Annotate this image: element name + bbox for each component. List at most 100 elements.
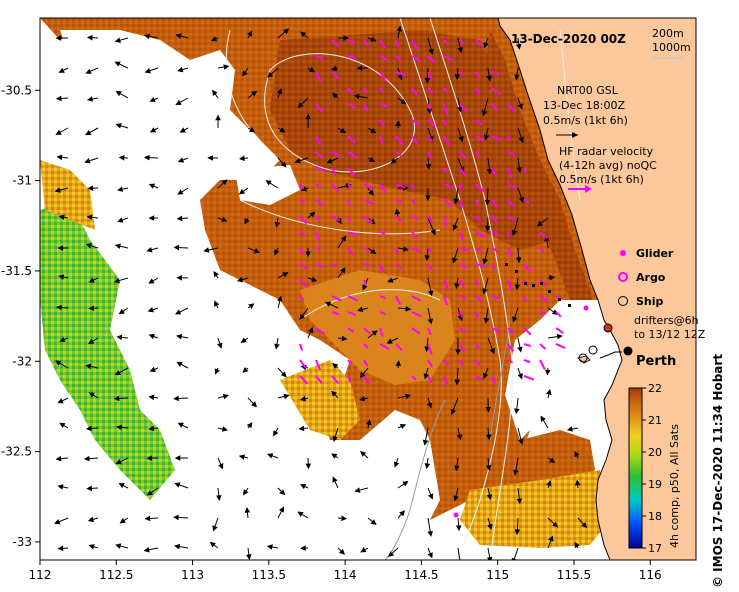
gsl-vector-head: [57, 245, 64, 251]
gsl-vector-head: [455, 349, 461, 356]
gsl-vector-head: [55, 35, 62, 41]
hf-vector: [491, 135, 502, 141]
hf-vector: [347, 295, 359, 302]
shelf-contours: [384, 319, 511, 560]
gsl-vector-head: [297, 511, 304, 517]
hf-vector: [395, 215, 402, 222]
gsl-vector-head: [517, 346, 523, 353]
gsl-vector-head: [279, 127, 286, 133]
gsl-vector-head: [540, 415, 546, 422]
hf-vector: [299, 295, 305, 301]
gsl-vector-head: [516, 43, 522, 50]
hf-vector: [347, 103, 357, 109]
gsl-vector-head: [114, 243, 121, 249]
gsl-vector-head: [214, 368, 220, 375]
hf-vector: [379, 183, 387, 194]
credit-text: © IMOS 17-Dec-2020 11:34 Hobart: [711, 354, 725, 588]
gsl-vector-head: [428, 493, 434, 500]
colorbar: 22 21 20 19 18 17 4h comp, p50, All Sats: [628, 382, 681, 555]
hf-vector: [427, 151, 433, 159]
gsl-vector-head: [359, 372, 366, 379]
hf-vector: [507, 167, 513, 179]
gsl-vector-head: [55, 95, 62, 102]
hf-vector: [411, 55, 422, 63]
gsl-vector-head: [59, 336, 66, 343]
hf-vector: [491, 375, 497, 385]
hf-vector: [427, 263, 434, 271]
gsl-vector-head: [484, 199, 491, 206]
gsl-vector-head: [454, 379, 461, 386]
gsl-vector-head: [115, 91, 122, 97]
drifters-legend-line1: drifters@6h: [634, 314, 699, 327]
gsl-vector-head: [513, 469, 519, 476]
gsl-vector-head: [299, 395, 306, 402]
gsl-vector-head: [399, 424, 407, 430]
gsl-vector-head: [518, 438, 524, 445]
glider-legend-label: Glider: [636, 247, 674, 260]
hf-vector: [315, 199, 325, 206]
gsl-vector-head: [265, 180, 272, 186]
ship-legend-label: Ship: [636, 295, 664, 308]
x-tick-label: 114.5: [404, 568, 438, 582]
gsl-vector-head: [57, 545, 64, 552]
gsl-vector-head: [427, 290, 434, 297]
hf-vector: [363, 103, 369, 112]
gsl-vector-head: [340, 267, 346, 274]
gsl-vector-head: [425, 163, 432, 170]
hf-vector: [299, 263, 309, 271]
gsl-vector-head: [485, 434, 492, 441]
hf-vector: [475, 39, 483, 47]
hf-vector: [443, 183, 454, 189]
gsl-vector-head: [308, 66, 316, 73]
gsl-vector-head: [511, 229, 518, 237]
gsl-vector-head: [214, 300, 220, 307]
hf-vector: [427, 103, 432, 111]
gsl-vector-head: [458, 136, 464, 143]
hf-vector: [459, 167, 466, 176]
hf-vector: [315, 375, 323, 384]
hf-vector: [379, 103, 388, 108]
hf-vector: [491, 215, 498, 223]
gsl-vector-head: [394, 208, 401, 215]
gsl-vector-head: [146, 246, 153, 253]
glider-markers: [453, 305, 589, 518]
hf-vector: [555, 343, 566, 349]
gsl-vector-head: [174, 309, 182, 315]
gsl-vector-head: [360, 450, 367, 457]
gsl-vector-head: [273, 430, 279, 437]
hf-vector: [315, 151, 324, 159]
gsl-vector-head: [362, 284, 368, 291]
gsl-vector-head: [246, 422, 253, 429]
hf-vector: [347, 87, 353, 95]
gsl-vector-head: [341, 515, 348, 522]
gsl-vector-head: [212, 525, 218, 532]
map-title: 13-Dec-2020 00Z: [511, 32, 626, 46]
gsl-vector-head: [274, 249, 280, 256]
cloud-gap-1: [60, 30, 150, 90]
hf-vector: [491, 199, 499, 208]
gsl-vector-head: [422, 439, 429, 446]
gsl-vector-head: [354, 487, 361, 493]
hf-vector: [443, 103, 449, 115]
hf-vector: [459, 39, 465, 45]
hf-vector: [459, 183, 463, 191]
hf-vector: [411, 327, 421, 335]
gsl-vector-head: [390, 158, 397, 164]
gsl-vector-head: [267, 72, 274, 78]
hf-vector: [459, 151, 466, 159]
hf-vector: [443, 199, 453, 208]
hf-vector: [315, 359, 322, 371]
x-tick-label: 115: [486, 568, 509, 582]
gsl-vector-head: [173, 244, 180, 251]
hf-vector: [523, 263, 532, 273]
gsl-vector-head: [244, 218, 250, 225]
cloud-gap-2: [235, 165, 300, 205]
hf-vector: [523, 359, 531, 364]
hf-vector: [331, 71, 340, 80]
hf-vector: [507, 199, 515, 207]
hf-vector: [411, 119, 421, 127]
hf-vector: [411, 247, 421, 253]
hf-vector: [331, 295, 342, 302]
hf-vector: [507, 359, 514, 364]
hf-vector: [347, 151, 358, 159]
